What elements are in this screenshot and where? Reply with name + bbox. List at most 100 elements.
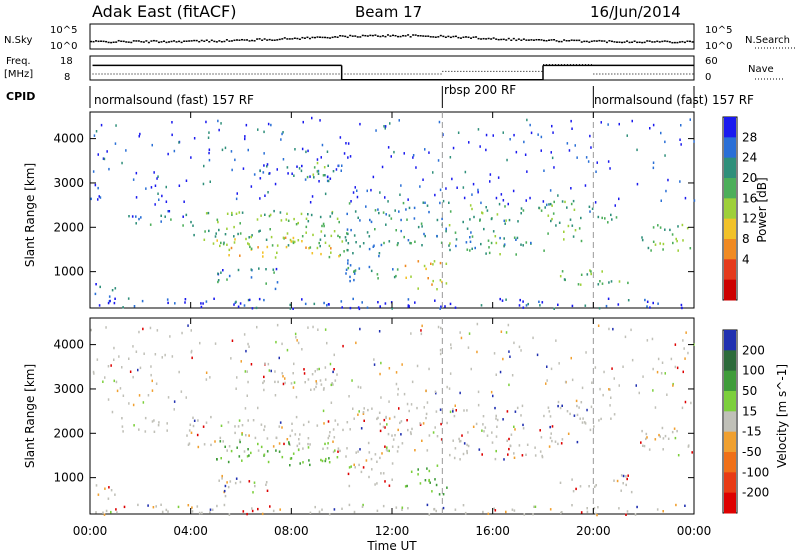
cell-sparse [552,131,554,134]
cell-sparse [345,142,347,145]
cell-sparse [681,406,684,410]
cell [330,383,333,387]
cell [287,219,290,222]
cell [368,247,371,251]
cell-sparse [366,189,368,193]
cell [251,307,254,310]
cell-sparse [558,362,560,365]
cell [448,244,450,247]
cell [220,457,222,460]
cell [317,169,320,173]
cell [152,506,155,509]
cell [396,268,399,271]
cell-sparse [574,144,576,147]
cell [682,239,684,242]
cell [408,206,411,210]
cell-sparse [507,202,509,206]
cell [196,433,199,437]
cell-sparse [281,132,283,136]
cell-sparse [235,387,237,390]
cell [293,381,296,384]
cell-sparse [185,396,187,399]
cell [324,459,327,463]
cell [221,474,223,478]
cell [309,443,311,446]
cell [522,300,524,303]
ytick-label: 4000 [53,338,84,352]
noise-point [656,40,659,43]
cell-sparse [679,180,681,183]
cell [246,512,248,516]
cell [388,484,391,487]
noise-point [442,35,445,38]
cell-sparse [618,122,620,126]
noise-point [520,39,523,41]
cell [237,425,240,428]
cell [237,305,240,308]
cell-sparse [424,148,426,151]
noise-point [228,40,231,42]
colorbar-tick: 8 [742,232,750,246]
cell [387,432,390,436]
cell [302,447,304,450]
cell [274,380,276,384]
cell-sparse [97,153,99,156]
cell-sparse [342,344,344,348]
cell [276,244,279,247]
cell [227,460,230,464]
cell-sparse [495,373,497,376]
cell [289,238,292,242]
cell [687,445,690,448]
cell-sparse [208,151,210,155]
cell [559,406,562,410]
cell [398,210,400,213]
cell-sparse [613,377,615,380]
cell-sparse [309,201,312,204]
cell-sparse [296,339,298,342]
cell [355,451,357,454]
cell [495,414,497,418]
cell [404,485,407,488]
noise-point [210,39,213,42]
cell [184,298,187,301]
cell [334,419,337,422]
noise-point [480,38,483,40]
cell-sparse [680,143,682,146]
cell [233,225,235,229]
cell [620,489,622,492]
noise-point [648,40,651,42]
cell-sparse [343,152,346,155]
cell-sparse [90,197,92,201]
cell [226,243,228,246]
cell [291,429,293,432]
cell-sparse [154,353,157,356]
cell-sparse [412,156,414,159]
cell [684,504,686,507]
cell [420,222,423,225]
noise-point [188,40,191,42]
noise-point [329,37,332,39]
cell [265,238,268,241]
cell [243,450,246,453]
cell [453,414,456,418]
cell-sparse [684,196,687,200]
cell-sparse [449,372,452,375]
noise-point [379,35,382,38]
cell [357,450,359,453]
cell [314,505,316,509]
cell [133,305,136,308]
noise-point [381,35,384,37]
cell-sparse [568,149,571,152]
cell-sparse [689,118,691,121]
cell [610,280,613,283]
noise-point [331,36,334,39]
cell [348,484,351,488]
cell [273,271,275,274]
cell [296,165,298,168]
cell [553,200,555,204]
cell [220,271,222,274]
cell [452,410,454,413]
cell [674,436,677,440]
cell-sparse [485,133,488,137]
cell [627,299,630,302]
